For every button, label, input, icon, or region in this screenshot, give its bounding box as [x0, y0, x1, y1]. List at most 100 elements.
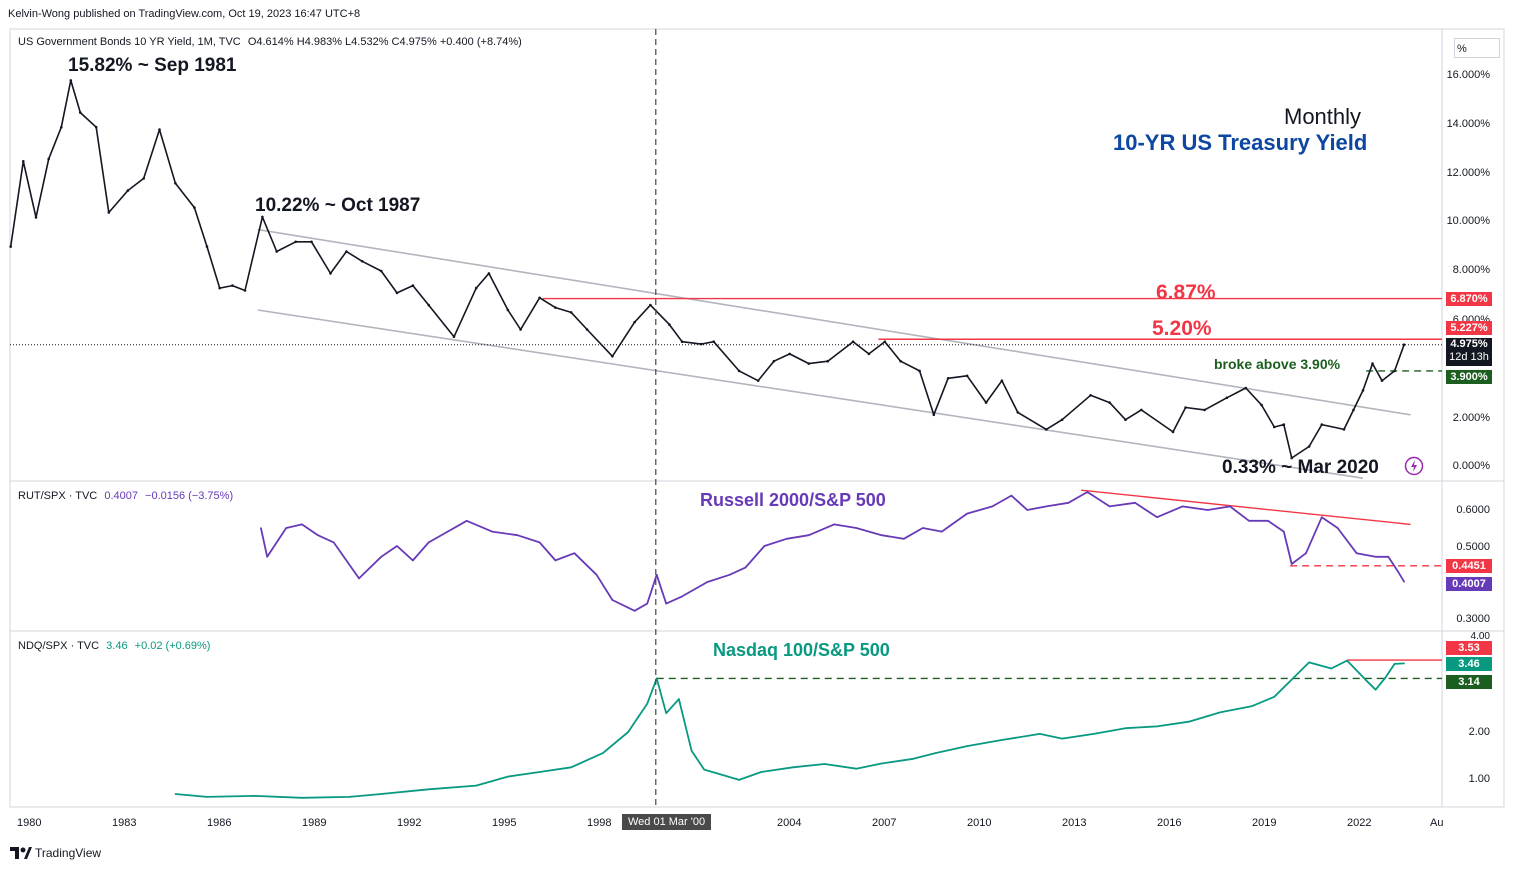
data-point [1321, 516, 1323, 518]
data-point [380, 556, 383, 558]
data-point [332, 541, 335, 544]
publisher-text: Kelvin-Wong published on TradingView.com… [8, 8, 361, 20]
ndq-legend-change: +0.02 (+0.69%) [134, 640, 211, 652]
chart-subtitle: 10-YR US Treasury Yield [1113, 130, 1368, 155]
data-point [34, 216, 38, 219]
x-tick-2010: 2010 [967, 817, 992, 829]
data-point [554, 559, 557, 562]
x-tick-2004: 2004 [777, 817, 802, 829]
data-point [1393, 663, 1396, 665]
rut-spx-panel [260, 489, 1442, 612]
data-point [833, 523, 835, 526]
data-point [1380, 379, 1384, 383]
data-point [991, 505, 994, 508]
data-point [946, 377, 950, 380]
x-tick-2016: 2016 [1157, 817, 1182, 829]
data-point [585, 328, 589, 331]
main-legend-ohlc: O4.614% H4.983% L4.532% C4.975% +0.400 (… [247, 36, 522, 48]
data-point [1267, 520, 1269, 522]
data-point [261, 215, 264, 219]
data-point [1352, 408, 1355, 412]
data-point [487, 272, 491, 275]
data-point [649, 303, 652, 307]
data-point [47, 157, 50, 161]
ndq-legend[interactable]: NDQ/SPX · TVC 3.46 +0.02 (+0.69%) [18, 640, 210, 652]
rut-legend[interactable]: RUT/SPX · TVC 0.4007 −0.0156 (−3.75%) [18, 490, 233, 502]
badge-6-870: 6.870% [1446, 292, 1492, 306]
data-point [712, 340, 715, 344]
data-point [681, 595, 683, 598]
annotation-5-20: 5.20% [1152, 317, 1212, 340]
data-point [1308, 661, 1310, 664]
data-point [380, 793, 383, 795]
tradingview-logo-icon [10, 847, 32, 859]
rut-tick-0-3: 0.3000 [1456, 613, 1490, 625]
data-point [880, 762, 883, 765]
data-point [1346, 659, 1348, 662]
data-point [912, 758, 915, 760]
badge-3-53: 3.53 [1446, 641, 1492, 655]
data-point [965, 374, 969, 378]
data-point [633, 610, 636, 612]
data-point [1124, 727, 1127, 729]
data-point [1026, 509, 1029, 511]
y-tick-14: 14.000% [1446, 118, 1490, 130]
data-point [1251, 705, 1253, 707]
main-legend[interactable]: US Government Bonds 10 YR Yield, 1M, TVC… [18, 36, 522, 48]
data-point [941, 530, 943, 533]
data-point [932, 413, 936, 417]
badge-last-yield: 4.975% 12d 13h [1446, 338, 1492, 366]
footer-brand[interactable]: TradingView [10, 846, 101, 860]
data-point [922, 527, 924, 529]
data-point [205, 245, 209, 248]
data-point [569, 311, 573, 314]
data-point [668, 323, 671, 326]
data-point [737, 369, 741, 373]
data-point [412, 559, 414, 562]
rut-legend-value: 0.4007 [104, 490, 138, 502]
data-point [918, 369, 921, 373]
data-point [1067, 502, 1070, 504]
y-tick-2: 2.000% [1452, 412, 1490, 424]
data-point [998, 739, 1000, 742]
data-point [491, 530, 493, 533]
data-point [1244, 386, 1248, 390]
data-point [788, 352, 791, 356]
data-point [1283, 530, 1285, 533]
last-yield-value: 4.975% [1450, 338, 1488, 350]
data-point [966, 745, 968, 747]
lightning-icon[interactable] [1404, 456, 1424, 476]
x-tick-1980: 1980 [17, 817, 42, 829]
data-point [538, 296, 541, 300]
annotation-2020-low: 0.33% ~ Mar 2020 [1222, 457, 1379, 478]
data-point [1060, 418, 1064, 422]
data-point [855, 527, 858, 529]
data-point [1207, 509, 1209, 511]
badge-3-14: 3.14 [1446, 675, 1492, 689]
data-point [554, 306, 557, 309]
data-point [301, 797, 303, 799]
data-point [1016, 411, 1020, 414]
data-point [1203, 408, 1206, 412]
data-point [880, 534, 883, 536]
rut-legend-symbol: RUT/SPX · TVC [18, 490, 98, 502]
percent-scale-button[interactable]: % [1454, 38, 1500, 58]
data-point [1219, 711, 1222, 714]
data-point [1108, 505, 1111, 508]
data-point [1290, 563, 1293, 565]
data-point [1124, 418, 1127, 422]
data-point [1290, 456, 1293, 460]
data-point [1374, 556, 1377, 558]
data-point [1273, 696, 1276, 698]
data-point [655, 677, 658, 680]
data-point [396, 545, 398, 547]
data-point [218, 286, 221, 290]
data-point [570, 766, 572, 769]
data-point [1086, 491, 1089, 493]
data-point [703, 768, 705, 771]
data-point [602, 752, 604, 754]
data-point [9, 245, 12, 248]
data-point [266, 556, 269, 558]
data-point [452, 335, 456, 339]
